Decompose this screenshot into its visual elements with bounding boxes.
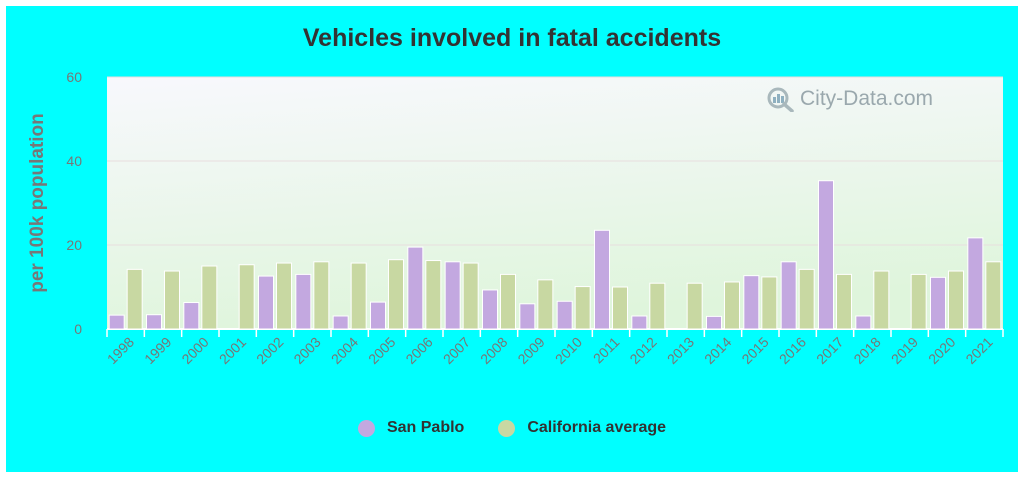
bar-san-pablo	[556, 300, 573, 330]
bar-california-average	[761, 276, 778, 330]
bar-california-average	[574, 286, 591, 330]
bar-california-average	[798, 268, 815, 330]
x-tick-label: 2009	[514, 334, 547, 367]
watermark: City-Data.com	[766, 86, 933, 112]
bar-california-average	[873, 270, 890, 330]
legend-label-san-pablo: San Pablo	[386, 419, 465, 436]
x-tick-label: 2008	[477, 334, 510, 367]
x-tick-label: 2006	[402, 334, 435, 367]
bar-california-average	[388, 259, 404, 330]
x-tick-label: 2002	[253, 334, 286, 367]
x-tick-label: 2004	[328, 334, 361, 367]
x-tick-label: 2018	[850, 334, 883, 367]
bar-san-pablo	[706, 315, 722, 330]
x-tick-label: 1998	[104, 334, 137, 367]
y-tick-label: 0	[74, 321, 82, 337]
x-tick-label: 2011	[590, 334, 623, 367]
legend-marker-san-pablo	[357, 419, 375, 437]
bar-california-average	[462, 262, 479, 330]
bar-san-pablo	[930, 276, 946, 330]
x-tick-label: 2017	[813, 334, 846, 367]
plot-area	[107, 77, 1003, 329]
bar-california-average	[350, 262, 367, 330]
bar-san-pablo	[258, 275, 274, 330]
bar-california-average	[836, 273, 852, 330]
x-tick-label: 2007	[440, 334, 473, 367]
bar-san-pablo	[519, 303, 536, 330]
bar-california-average	[649, 282, 666, 330]
bar-san-pablo	[407, 246, 424, 330]
x-tick-label: 2019	[888, 334, 921, 367]
bar-california-average	[276, 262, 292, 330]
x-tick-label: 2013	[664, 334, 697, 367]
legend-item-san-pablo[interactable]: San Pablo	[357, 419, 465, 437]
bar-california-average	[313, 261, 330, 330]
y-tick-label: 40	[66, 153, 82, 169]
bar-california-average	[238, 264, 255, 330]
legend: San Pablo California average	[0, 419, 1024, 437]
bar-california-average	[126, 268, 143, 330]
legend-item-california-average[interactable]: California average	[498, 419, 666, 437]
x-tick-label: 2012	[626, 334, 659, 367]
bar-san-pablo	[295, 273, 312, 330]
bar-san-pablo	[482, 289, 498, 330]
legend-marker-california-average	[498, 419, 516, 437]
bar-california-average	[910, 273, 927, 330]
bar-california-average	[985, 261, 1002, 330]
x-tick-label: 2020	[925, 334, 958, 367]
bar-san-pablo	[594, 229, 610, 330]
bar-california-average	[612, 286, 628, 330]
x-tick-label: 1999	[141, 334, 174, 367]
bar-san-pablo	[855, 315, 872, 330]
bar-san-pablo	[967, 237, 984, 330]
bar-san-pablo	[370, 301, 386, 330]
bar-san-pablo	[743, 275, 760, 330]
x-tick-label: 2016	[776, 334, 809, 367]
city-data-logo-icon	[767, 87, 794, 112]
bar-california-average	[201, 265, 218, 330]
bar-california-average	[500, 273, 516, 330]
bar-california-average	[724, 281, 740, 330]
x-tick-label: 2021	[962, 334, 995, 367]
legend-label-california-average: California average	[527, 419, 667, 436]
bar-san-pablo	[818, 180, 834, 330]
x-tick-label: 2010	[552, 334, 585, 367]
x-tick-label: 2000	[178, 334, 211, 367]
x-tick-label: 2001	[216, 334, 249, 367]
bar-california-average	[164, 270, 180, 330]
bar-san-pablo	[780, 261, 797, 330]
chart-title: Vehicles involved in fatal accidents	[302, 24, 722, 52]
x-tick-label: 2014	[701, 334, 734, 367]
x-tick-label: 2003	[290, 334, 323, 367]
bar-san-pablo	[332, 315, 349, 330]
watermark-text: City-Data.com	[800, 87, 934, 110]
bar-san-pablo	[183, 302, 200, 330]
bar-san-pablo	[444, 261, 461, 330]
x-tick-label: 2005	[365, 334, 398, 367]
x-tick-label: 2015	[738, 334, 771, 367]
y-tick-label: 60	[66, 69, 82, 85]
bar-san-pablo	[631, 315, 648, 330]
bar-san-pablo	[146, 314, 162, 330]
bar-california-average	[686, 282, 703, 330]
bar-california-average	[537, 279, 554, 330]
bar-california-average	[948, 270, 964, 330]
y-tick-label: 20	[66, 237, 82, 253]
bar-san-pablo	[108, 314, 125, 330]
bar-california-average	[425, 260, 442, 330]
